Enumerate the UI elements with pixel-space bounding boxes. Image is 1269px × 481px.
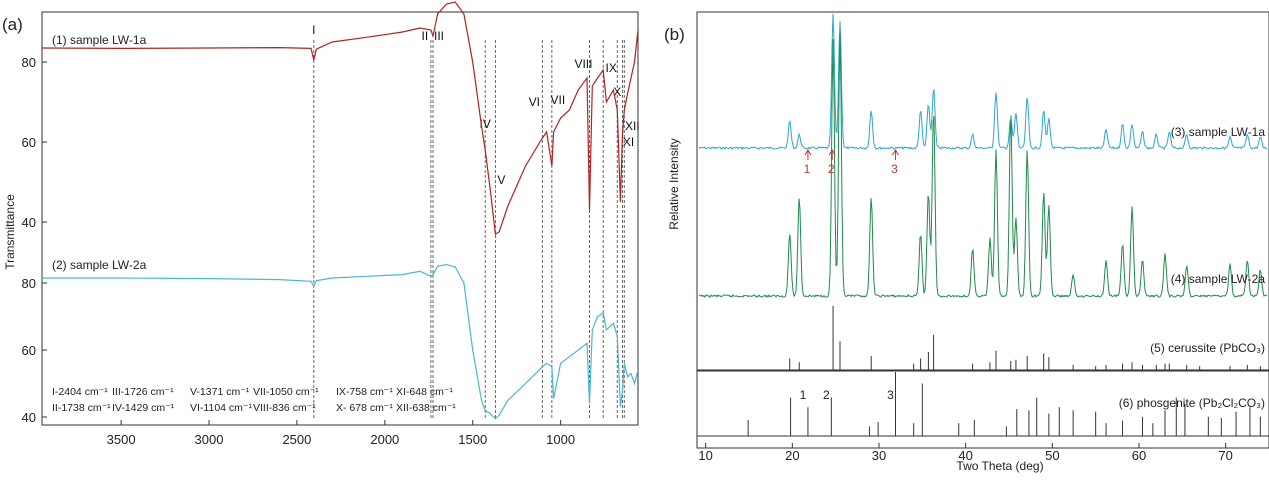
ftir-chart: Transmittance 3500 3000 2500 2000 1500 1000 8… xyxy=(3,1,640,447)
ftir-y-tick-label: 40 xyxy=(22,215,36,230)
ftir-series-label-lw2a: (2) sample LW-2a xyxy=(52,258,147,272)
ftir-x-tick-label: 1000 xyxy=(546,432,575,447)
panel-b-label: (b) xyxy=(664,25,685,44)
ftir-y-tick-label: 80 xyxy=(22,55,36,70)
ftir-legend-entry: VII-1050 cm⁻¹ xyxy=(253,386,319,398)
xrd-x-tick-label: 40 xyxy=(958,448,972,463)
ftir-band-label: III xyxy=(434,29,444,43)
ftir-legend-entry: VI-1104 cm⁻¹ xyxy=(190,402,252,414)
xrd-series-label-lw2a: (4) sample LW-2a xyxy=(1171,272,1266,286)
xrd-x-tick-label: 20 xyxy=(785,448,799,463)
ftir-band-label: XI xyxy=(623,135,634,149)
ftir-y-ticks: 80 60 40 80 60 40 xyxy=(22,55,47,425)
ftir-band-label: II xyxy=(422,29,429,43)
xrd-x-tick-label: 10 xyxy=(698,448,712,463)
xrd-series-label-lw1a: (3) sample LW-1a xyxy=(1171,125,1266,139)
ftir-x-ticks: 3500 3000 2500 2000 1500 1000 xyxy=(107,420,575,447)
xrd-plot-frame xyxy=(696,11,1269,449)
ftir-legend-entry: V-1371 cm⁻¹ xyxy=(190,386,250,398)
ftir-band-label: VII xyxy=(551,93,566,107)
ftir-band-label: IV xyxy=(480,117,491,131)
xrd-x-ticks: 10 20 30 40 50 60 70 xyxy=(698,443,1233,463)
ftir-legend-entry: VIII-836 cm⁻¹ xyxy=(253,402,316,414)
ftir-legend-entry: IV-1429 cm⁻¹ xyxy=(112,402,175,414)
panel-a-label: (a) xyxy=(2,15,23,34)
xrd-x-tick-label: 70 xyxy=(1218,448,1232,463)
xrd-ylabel: Relative Intensity xyxy=(667,138,681,229)
xrd-phosgenite-peak-number: 3 xyxy=(887,388,894,402)
xrd-peak-arrowhead xyxy=(892,149,899,156)
ftir-y-tick-label: 60 xyxy=(22,343,36,358)
xrd-ref-label-phosgenite: (6) phosgenite (Pb₂Cl₂CO₃) xyxy=(1119,396,1265,410)
ftir-band-label: XII xyxy=(625,119,640,133)
xrd-reference-patterns xyxy=(697,306,1269,437)
ftir-x-tick-label: 2000 xyxy=(370,432,399,447)
xrd-chart: Relative Intensity Two Theta (deg) 10 20 3… xyxy=(667,11,1269,473)
ftir-band-legend: I-2404 cm⁻¹ III-1726 cm⁻¹ V-1371 cm⁻¹ VII-1… xyxy=(52,386,456,414)
xrd-x-tick-label: 30 xyxy=(872,448,886,463)
xrd-ref-label-cerussite: (5) cerussite (PbCO₃) xyxy=(1150,341,1265,355)
ftir-x-tick-label: 3500 xyxy=(107,432,136,447)
ftir-legend-entry: IX-758 cm⁻¹ xyxy=(336,386,393,398)
ftir-legend-entry: X- 678 cm⁻¹ xyxy=(336,402,393,414)
ftir-band-label: X xyxy=(613,85,621,99)
ftir-band-label: I xyxy=(312,23,315,37)
ftir-ylabel: Transmittance xyxy=(3,194,17,270)
ftir-band-label: V xyxy=(497,173,505,187)
xrd-peak-arrowhead xyxy=(804,149,812,156)
xrd-peak-markers: 1 2 3 1 2 3 xyxy=(800,149,899,402)
ftir-series xyxy=(41,1,639,420)
xrd-peak-arrowhead xyxy=(828,149,836,156)
xrd-x-tick-label: 50 xyxy=(1045,448,1059,463)
xrd-trace-lw2a xyxy=(698,33,1268,299)
ftir-y-tick-label: 80 xyxy=(22,276,36,291)
ftir-legend-entry: XII-638 cm⁻¹ xyxy=(396,402,456,414)
xrd-peak-number: 2 xyxy=(828,162,835,176)
ftir-plot-frame xyxy=(41,11,639,426)
ftir-band-label: IX xyxy=(606,61,617,75)
xrd-peak-number: 1 xyxy=(804,162,811,176)
ftir-legend-entry: III-1726 cm⁻¹ xyxy=(112,386,174,398)
xrd-series xyxy=(698,13,1268,299)
ftir-legend-entry: XI-648 cm⁻¹ xyxy=(396,386,453,398)
xrd-trace-lw1a xyxy=(698,13,1268,151)
ftir-x-tick-label: 3000 xyxy=(195,432,224,447)
ftir-band-label: VIII xyxy=(574,57,592,71)
ftir-x-tick-label: 1500 xyxy=(458,432,487,447)
xrd-phosgenite-peak-number: 1 xyxy=(800,388,807,402)
ftir-y-tick-label: 60 xyxy=(22,135,36,150)
ftir-x-tick-label: 2500 xyxy=(282,432,311,447)
xrd-phosgenite-peak-number: 2 xyxy=(823,388,830,402)
xrd-xlabel: Two Theta (deg) xyxy=(956,459,1043,473)
ftir-series-label-lw1a: (1) sample LW-1a xyxy=(52,33,147,47)
xrd-x-tick-label: 60 xyxy=(1132,448,1146,463)
ftir-y-tick-label: 40 xyxy=(22,410,36,425)
ftir-line-lw1a xyxy=(41,1,639,235)
ftir-legend-entry: I-2404 cm⁻¹ xyxy=(52,386,108,398)
ftir-legend-entry: II-1738 cm⁻¹ xyxy=(52,402,111,414)
ftir-line-lw2a xyxy=(42,263,639,420)
ftir-band-label: VI xyxy=(529,95,540,109)
xrd-peak-number: 3 xyxy=(891,162,898,176)
